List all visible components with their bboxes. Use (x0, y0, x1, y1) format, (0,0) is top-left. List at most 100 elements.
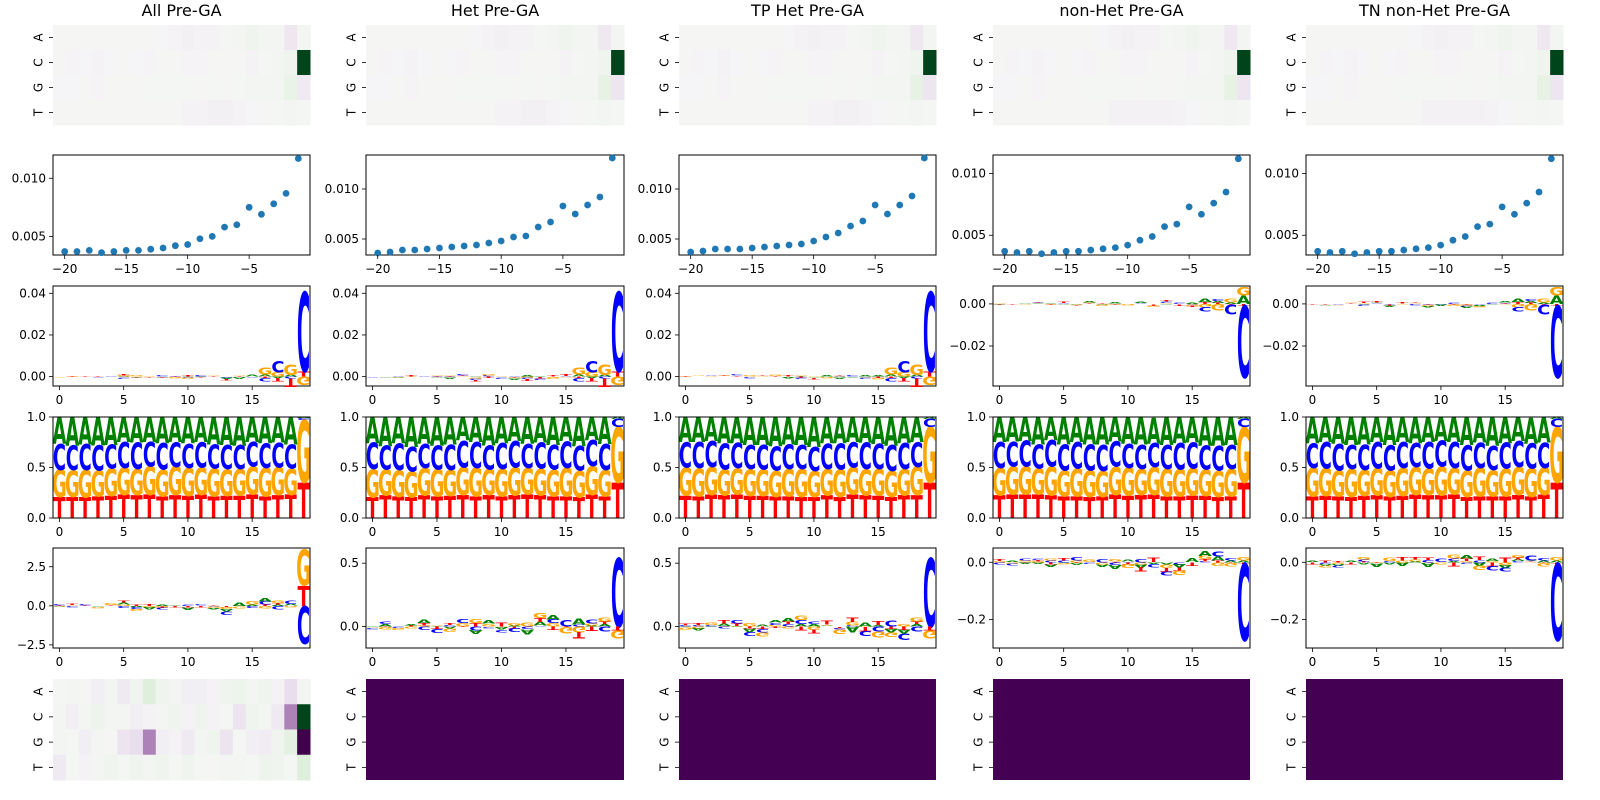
logo-letter-C: C (1370, 303, 1383, 304)
heatmap-top-cell (572, 75, 586, 101)
heatmap-top-cell (1524, 25, 1538, 51)
logo-letter-G: G (404, 376, 419, 377)
logo-letter-G: G (1395, 461, 1410, 506)
logo-letter-glyph: A (1485, 410, 1499, 456)
logo-letter-glyph: T (1148, 304, 1161, 306)
x-tick-label: 0 (1309, 525, 1317, 539)
logo-letter-A: A (871, 375, 885, 377)
logo-letter-glyph: A (1408, 561, 1422, 562)
heatmap-top-cell (1511, 100, 1525, 126)
logo-letter-C: C (1460, 305, 1473, 307)
logo-letter-C: C (1031, 301, 1044, 302)
logo-letter-glyph: G (1146, 305, 1161, 307)
logo-letter-glyph: G (1198, 462, 1213, 505)
logo-letter-A: A (117, 602, 131, 605)
heatmap-top-cell (1395, 50, 1410, 76)
heatmap-top-cell (871, 100, 886, 126)
logo-letter-T: T (1448, 561, 1460, 567)
logo-letter-glyph: C (379, 441, 392, 478)
logo-letter-G: G (1172, 569, 1187, 576)
logo-letter-T: T (885, 492, 898, 526)
logo-letter-T: T (599, 490, 612, 525)
logo-letter-glyph: G (1121, 461, 1136, 506)
logo-letter-G: G (533, 461, 548, 504)
logo-letter-T: T (1160, 566, 1172, 572)
heatmap-top-cell (611, 25, 625, 51)
logo-letter-glyph: A (130, 377, 144, 378)
logo-letter-C: C (1422, 560, 1435, 564)
logo-letter-glyph: G (832, 463, 847, 506)
logo-letter-glyph: T (1486, 561, 1498, 567)
heatmap-top-cell (245, 25, 260, 51)
logo-letter-glyph: A (611, 417, 625, 420)
heatmap-top-cell (1198, 75, 1212, 101)
logo-letter-T: T (547, 375, 560, 376)
heatmap-top-cell (1550, 25, 1564, 51)
logo-letter-G: G (1082, 302, 1097, 303)
logo-letter-G: G (258, 366, 273, 377)
logo-letter-G: G (742, 623, 757, 628)
heatmap-top-cell (297, 100, 311, 126)
heatmap-top-cell (884, 25, 898, 51)
logo-letter-C: C (1524, 554, 1537, 562)
heatmap-bottom-cell (220, 679, 234, 705)
logo-letter-glyph: T (130, 377, 143, 378)
logo-letter-glyph: C (611, 539, 624, 649)
logo-letter-glyph: A (1018, 412, 1032, 449)
logo-letter-glyph: G (1236, 285, 1251, 299)
logo-letter-glyph: C (1357, 304, 1370, 306)
logo-letter-T: T (1499, 302, 1512, 303)
logo-letter-glyph: G (404, 626, 419, 629)
logo-letter-G: G (571, 463, 586, 506)
logo-letter-T: T (495, 490, 507, 525)
logo-letter-G: G (1198, 556, 1213, 561)
logo-letter-glyph: C (521, 438, 534, 477)
logo-letter-glyph: G (584, 372, 599, 378)
heatmap-top-cell (469, 25, 483, 51)
logo-letter-glyph: T (1006, 304, 1019, 305)
logo-letter-glyph: T (923, 473, 935, 530)
heatmap-top-cell (1318, 50, 1333, 76)
heatmap-top-cell (1134, 100, 1148, 126)
x-tick-label: 5 (120, 393, 128, 407)
scatter-point (608, 154, 616, 162)
logo-letter-T: T (808, 378, 821, 380)
logo-letter-glyph: T (1345, 492, 1358, 526)
logo-letter-glyph: T (118, 490, 131, 527)
logo-letter-T: T (79, 492, 92, 526)
heatmap-top-cell (846, 75, 860, 101)
logo-letter-A: A (546, 614, 561, 622)
logo-letter-glyph: A (743, 627, 758, 633)
heatmap-top-cell (1357, 25, 1371, 51)
logo-letter-T: T (679, 490, 691, 525)
logo-letter-T: T (246, 490, 258, 527)
logo-letter-glyph: G (1498, 461, 1513, 506)
logo-letter-glyph: A (1082, 410, 1096, 453)
heatmap-top-cell (194, 50, 208, 76)
logo-letter-A: A (781, 377, 795, 379)
logo-letter-glyph: T (834, 627, 847, 628)
x-tick-label: 5 (1060, 655, 1068, 669)
logo-letter-glyph: C (456, 433, 469, 476)
logo-letter-T: T (1135, 490, 1148, 527)
logo-letter-A: A (1147, 562, 1161, 564)
logo-letter-G: G (142, 376, 157, 377)
logo-letter-G: G (819, 625, 834, 626)
heatmap-bottom-cell (181, 729, 195, 756)
logo-letter-G: G (781, 462, 796, 505)
logo-letter-G: G (1408, 559, 1423, 562)
logo-letter-C: C (1383, 560, 1396, 562)
heatmap-top-cell (768, 75, 783, 101)
logo-letter-G: G (909, 362, 924, 379)
logo-letter-glyph: A (284, 603, 298, 606)
logo-letter-T: T (405, 492, 418, 525)
logo-letter-glyph: C (297, 272, 310, 398)
logo-letter-G: G (1159, 303, 1174, 304)
logo-letter-glyph: T (1512, 490, 1525, 527)
logo-letter-G: G (1459, 463, 1474, 506)
logo-letter-glyph: C (872, 439, 885, 478)
heatmap-top-cell (1434, 25, 1448, 51)
logo-letter-G: G (1108, 304, 1123, 305)
logo-letter-T: T (1032, 560, 1045, 562)
heatmap-top-cell (443, 50, 457, 76)
